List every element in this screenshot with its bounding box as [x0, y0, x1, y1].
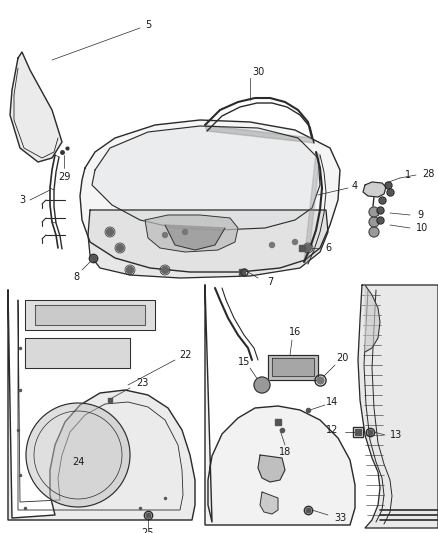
Polygon shape [165, 225, 225, 250]
Text: 14: 14 [326, 397, 338, 407]
Polygon shape [358, 285, 438, 528]
Circle shape [369, 227, 379, 237]
Text: 22: 22 [179, 350, 191, 360]
Polygon shape [363, 182, 386, 197]
Polygon shape [80, 120, 340, 272]
Text: 33: 33 [334, 513, 346, 523]
Circle shape [269, 243, 275, 247]
Polygon shape [10, 52, 62, 162]
Polygon shape [205, 285, 355, 525]
Polygon shape [258, 455, 285, 482]
Text: 4: 4 [352, 181, 358, 191]
Polygon shape [8, 290, 195, 520]
Text: 6: 6 [325, 243, 331, 253]
Polygon shape [25, 338, 130, 368]
Circle shape [106, 229, 113, 236]
Polygon shape [365, 285, 380, 352]
Text: 3: 3 [19, 195, 25, 205]
Text: 5: 5 [145, 20, 151, 30]
Polygon shape [205, 125, 314, 143]
Circle shape [127, 266, 134, 273]
Circle shape [304, 245, 311, 252]
Text: 9: 9 [417, 210, 423, 220]
Polygon shape [145, 215, 238, 252]
Text: 13: 13 [390, 430, 402, 440]
Circle shape [254, 377, 270, 393]
Circle shape [369, 207, 379, 217]
Text: 20: 20 [336, 353, 348, 363]
Circle shape [183, 230, 187, 235]
Text: 10: 10 [416, 223, 428, 233]
Circle shape [117, 245, 124, 252]
Text: 25: 25 [142, 528, 154, 533]
Circle shape [162, 266, 169, 273]
Text: 15: 15 [238, 357, 250, 367]
Circle shape [26, 403, 130, 507]
Text: 8: 8 [73, 272, 79, 282]
Text: 23: 23 [136, 378, 148, 388]
Text: 24: 24 [72, 457, 84, 467]
Polygon shape [304, 152, 320, 264]
Text: 1: 1 [405, 170, 411, 180]
Text: 29: 29 [58, 172, 70, 182]
Text: 16: 16 [289, 327, 301, 337]
Polygon shape [25, 300, 155, 330]
Circle shape [369, 217, 379, 227]
Polygon shape [272, 358, 314, 376]
Text: 7: 7 [267, 277, 273, 287]
Circle shape [162, 232, 167, 238]
Text: 28: 28 [422, 169, 434, 179]
Polygon shape [88, 210, 328, 278]
Text: 12: 12 [326, 425, 338, 435]
Polygon shape [92, 126, 320, 230]
Text: 30: 30 [252, 67, 264, 77]
Polygon shape [260, 492, 278, 514]
Polygon shape [35, 305, 145, 325]
Polygon shape [268, 355, 318, 380]
Text: 18: 18 [279, 447, 291, 457]
Circle shape [293, 239, 297, 245]
